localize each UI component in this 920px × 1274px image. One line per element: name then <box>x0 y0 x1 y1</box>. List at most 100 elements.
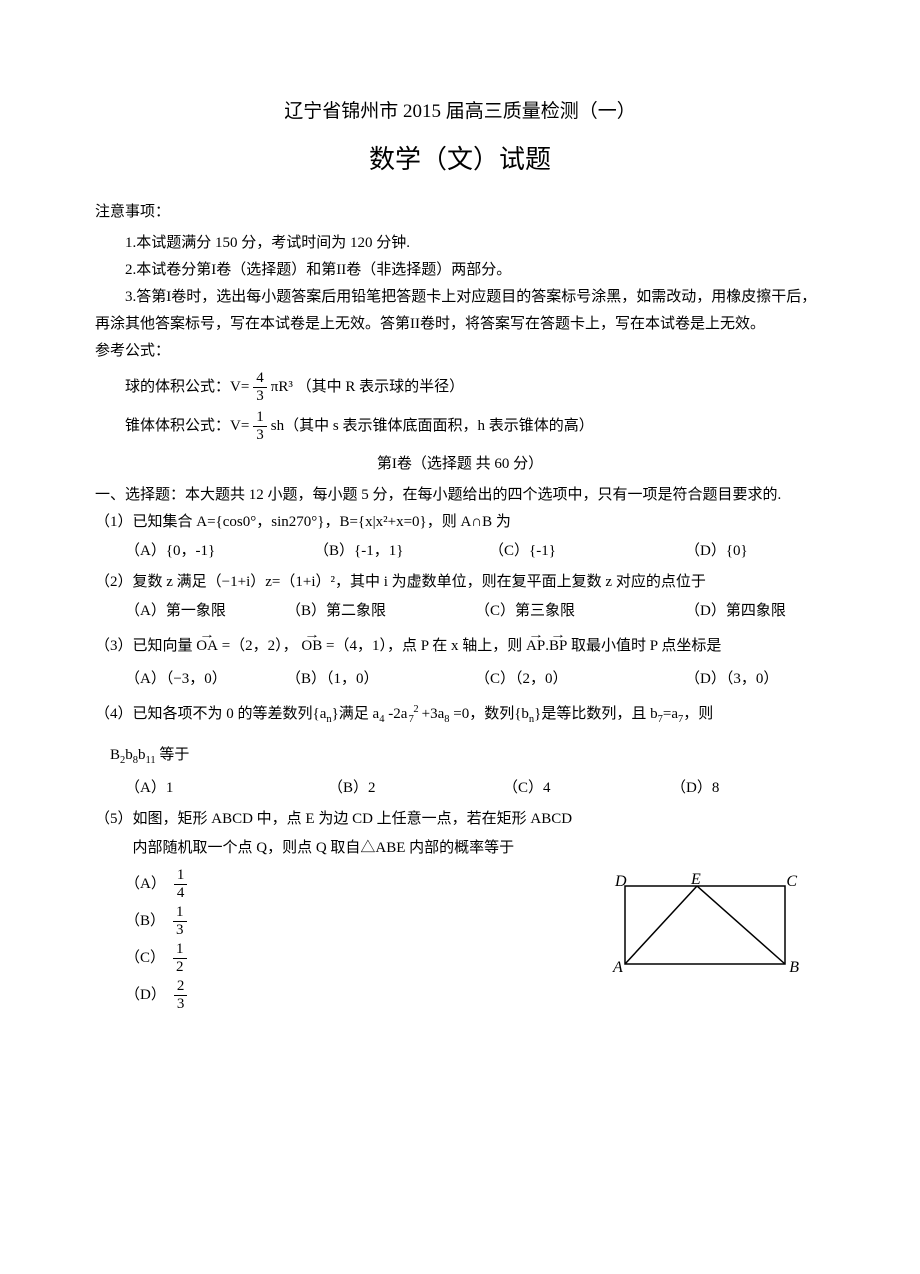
q4-t2: }满足 a <box>332 706 380 722</box>
q5-c-label: （C） <box>125 945 165 972</box>
note-item-2: 2.本试卷分第I卷（选择题）和第II卷（非选择题）两部分。 <box>95 257 825 284</box>
q5-b-den: 3 <box>173 922 187 938</box>
q4-opt-b: （B）2 <box>328 775 503 802</box>
q1-options: （A）{0，-1} （B）{-1，1} （C）{-1} （D）{0} <box>125 538 825 565</box>
q3-vec-bp: BP <box>549 633 567 660</box>
q5-b-label: （B） <box>125 908 165 935</box>
q5-b-num: 1 <box>173 905 187 922</box>
question-5: （5）如图，矩形 ABCD 中，点 E 为边 CD 上任意一点，若在矩形 ABC… <box>95 806 825 1016</box>
q3-mid2: =（4，1），点 P 在 x 轴上，则 <box>326 638 526 654</box>
question-1: （1）已知集合 A={cos0°，sin270°}，B={x|x²+x=0}，则… <box>95 509 825 565</box>
q5-c-num: 1 <box>173 942 187 959</box>
q4-t4: +3a <box>418 706 444 722</box>
q4-sub-7a: 7 <box>409 714 414 725</box>
sphere-num: 4 <box>253 371 267 388</box>
cone-fraction: 1 3 <box>253 410 267 443</box>
q5-label-e: E <box>691 866 701 895</box>
q5-a-frac: 1 4 <box>174 868 188 901</box>
q5-b-frac: 1 3 <box>173 905 187 938</box>
q4-l2-c: b <box>138 747 146 763</box>
sphere-fraction: 4 3 <box>253 371 267 404</box>
q2-stem: （2）复数 z 满足（−1+i）z=（1+i）²，其中 i 为虚数单位，则在复平… <box>95 569 825 596</box>
section-text: 一、选择题：本大题共 12 小题，每小题 5 分，在每小题给出的四个选项中，只有… <box>95 482 825 509</box>
q5-a-num: 1 <box>174 868 188 885</box>
q1-opt-a: （A）{0，-1} <box>125 538 314 565</box>
note-item-1: 1.本试题满分 150 分，考试时间为 120 分钟. <box>95 230 825 257</box>
cone-den: 3 <box>253 427 267 443</box>
q1-stem: （1）已知集合 A={cos0°，sin270°}，B={x|x²+x=0}，则… <box>95 509 825 536</box>
q1-opt-c: （C）{-1} <box>489 538 685 565</box>
q4-opt-a: （A）1 <box>125 775 328 802</box>
q4-l2-b: b <box>125 747 133 763</box>
part1-title: 第I卷（选择题 共 60 分） <box>95 451 825 478</box>
q5-line-ae <box>625 886 697 964</box>
note-item-3-text: 3.答第I卷时，选出每小题答案后用铅笔把答题卡上对应题目的答案标号涂黑，如需改动… <box>95 284 825 338</box>
q3-prefix: （3）已知向量 <box>95 638 196 654</box>
q4-t8: ，则 <box>683 706 713 722</box>
q5-opt-d: （D） 2 3 <box>125 979 575 1012</box>
note-item-3: 3.答第I卷时，选出每小题答案后用铅笔把答题卡上对应题目的答案标号涂黑，如需改动… <box>95 284 825 338</box>
q5-line-be <box>697 886 785 964</box>
q3-vec-ap: AP <box>526 633 545 660</box>
q5-layout: （A） 1 4 （B） 1 3 （C） 1 <box>95 864 825 1016</box>
q5-d-label: （D） <box>125 982 166 1009</box>
q3-vec-ob: OB <box>301 633 322 660</box>
q5-label-d: D <box>615 868 627 897</box>
sphere-suffix: πR³ （其中 R 表示球的半径） <box>271 374 464 401</box>
q3-stem: （3）已知向量 OA =（2，2）， OB =（4，1），点 P 在 x 轴上，… <box>95 633 825 660</box>
q5-d-frac: 2 3 <box>174 979 188 1012</box>
cone-prefix: 锥体体积公式：V= <box>125 413 249 440</box>
q5-svg <box>615 874 795 979</box>
q4-t1: （4）已知各项不为 0 的等差数列{a <box>95 706 326 722</box>
q4-stem-line2: B2b8b11 等于 <box>110 742 825 771</box>
q3-vec-oa: OA <box>196 633 218 660</box>
formulas-heading: 参考公式： <box>95 338 825 365</box>
q4-stem-line1: （4）已知各项不为 0 的等差数列{an}满足 a4 -2a27 +3a8 =0… <box>95 701 825 730</box>
question-3: （3）已知向量 OA =（2，2）， OB =（4，1），点 P 在 x 轴上，… <box>95 633 825 693</box>
q4-t3: -2a <box>384 706 407 722</box>
q5-rect <box>625 886 785 964</box>
q5-c-frac: 1 2 <box>173 942 187 975</box>
q4-l2-d: 等于 <box>156 747 190 763</box>
cone-formula: 锥体体积公式：V= 1 3 sh（其中 s 表示锥体底面面积，h 表示锥体的高） <box>125 410 825 443</box>
q3-opt-c: （C）（2，0） <box>475 666 685 693</box>
q2-opt-a: （A）第一象限 <box>125 598 286 625</box>
q3-suffix: 取最小值时 P 点坐标是 <box>571 638 721 654</box>
q5-opt-a: （A） 1 4 <box>125 868 575 901</box>
q3-mid1: =（2，2）， <box>222 638 298 654</box>
sphere-formula: 球的体积公式：V= 4 3 πR³ （其中 R 表示球的半径） <box>125 371 825 404</box>
question-2: （2）复数 z 满足（−1+i）z=（1+i）²，其中 i 为虚数单位，则在复平… <box>95 569 825 625</box>
q2-opt-d: （D）第四象限 <box>685 598 825 625</box>
sphere-prefix: 球的体积公式：V= <box>125 374 249 401</box>
q5-a-den: 4 <box>174 885 188 901</box>
q4-opt-c: （C）4 <box>503 775 671 802</box>
q4-sup-2: 2 <box>413 704 418 715</box>
sphere-den: 3 <box>253 388 267 404</box>
q5-label-c: C <box>786 868 797 897</box>
page-title: 辽宁省锦州市 2015 届高三质量检测（一） <box>95 95 825 129</box>
q1-opt-b: （B）{-1，1} <box>314 538 489 565</box>
q3-options: （A）（−3，0） （B）（1，0） （C）（2，0） （D）（3，0） <box>125 666 825 693</box>
q4-opt-d: （D）8 <box>671 775 825 802</box>
q4-options: （A）1 （B）2 （C）4 （D）8 <box>125 775 825 802</box>
q4-t7: =a <box>663 706 678 722</box>
q4-sub-11: 11 <box>146 755 156 766</box>
q2-opt-b: （B）第二象限 <box>286 598 475 625</box>
q5-opt-c: （C） 1 2 <box>125 942 575 975</box>
q3-opt-a: （A）（−3，0） <box>125 666 286 693</box>
q5-label-a: A <box>613 954 623 983</box>
q5-diagram: D E C A B <box>615 874 795 979</box>
question-4: （4）已知各项不为 0 的等差数列{an}满足 a4 -2a27 +3a8 =0… <box>95 701 825 802</box>
q1-opt-d: （D）{0} <box>685 538 825 565</box>
q5-label-b: B <box>789 954 799 983</box>
q5-a-label: （A） <box>125 871 166 898</box>
q2-opt-c: （C）第三象限 <box>475 598 685 625</box>
q5-d-den: 3 <box>174 996 188 1012</box>
q3-opt-d: （D）（3，0） <box>685 666 825 693</box>
notes-heading: 注意事项： <box>95 199 825 226</box>
page-subtitle: 数学（文）试题 <box>95 137 825 184</box>
q5-d-num: 2 <box>174 979 188 996</box>
q3-opt-b: （B）（1，0） <box>286 666 475 693</box>
q2-options: （A）第一象限 （B）第二象限 （C）第三象限 （D）第四象限 <box>125 598 825 625</box>
q5-diagram-col: D E C A B <box>575 864 825 1016</box>
